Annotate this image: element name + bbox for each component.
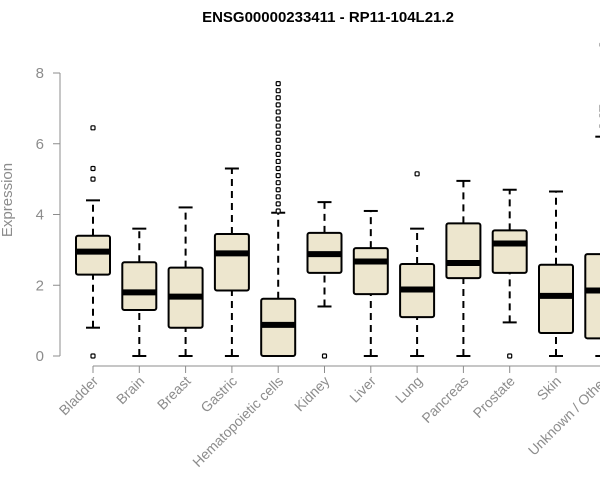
box-hematopoietic-cells [260, 81, 297, 358]
outlier-point [275, 208, 281, 214]
outlier-point [275, 102, 281, 108]
x-tick-label: Prostate [470, 373, 518, 421]
outlier-point [275, 88, 281, 94]
chart-title: ENSG00000233411 - RP11-104L21.2 [202, 9, 454, 26]
x-tick-label: Bladder [56, 373, 102, 419]
outlier-point [275, 194, 281, 200]
plot-area [75, 42, 600, 359]
y-tick-label: 8 [36, 65, 44, 82]
outlier-point [90, 165, 96, 172]
x-tick-label: Liver [346, 373, 379, 406]
y-axis: 0 2 4 6 8 [36, 65, 61, 365]
outlier-point [414, 171, 420, 177]
outlier-point [275, 95, 281, 101]
iqr-box [352, 247, 389, 296]
x-tick-label: Pancreas [418, 373, 471, 426]
y-tick-label: 6 [36, 136, 44, 153]
box-pancreas [445, 179, 482, 357]
box-breast [167, 206, 204, 357]
outlier-point [507, 353, 513, 359]
outlier-point [275, 151, 281, 157]
box-unknown-other [584, 42, 600, 357]
y-axis-label: Expression [0, 163, 16, 237]
box-gastric [213, 167, 250, 357]
iqr-box [584, 253, 600, 340]
outlier-point [275, 123, 281, 129]
box-brain [121, 227, 158, 357]
x-tick-label: Brain [113, 373, 147, 407]
outlier-point [275, 180, 281, 186]
box-bladder [75, 125, 111, 359]
y-tick-label: 0 [36, 348, 44, 365]
outlier-point [321, 353, 328, 359]
x-tick-label: Hematopoietic cells [189, 373, 286, 470]
outlier-point [275, 172, 281, 179]
outlier-point [275, 187, 281, 193]
y-tick-label: 2 [36, 277, 44, 294]
iqr-box [121, 261, 158, 312]
outlier-point [275, 130, 281, 136]
box-liver [352, 209, 389, 357]
outlier-point [275, 109, 281, 115]
outlier-point [90, 353, 96, 359]
box-kidney [306, 201, 343, 359]
outlier-point [275, 201, 281, 207]
iqr-box [213, 232, 250, 292]
x-tick-label: Lung [392, 373, 425, 406]
outlier-point [275, 158, 281, 165]
iqr-box [491, 229, 528, 274]
outlier-point [275, 81, 281, 87]
outlier-point [275, 144, 281, 150]
outlier-point [275, 137, 281, 143]
iqr-box [75, 234, 111, 276]
outlier-point [275, 165, 281, 172]
y-tick-label: 4 [36, 207, 44, 224]
outlier-point [90, 125, 96, 131]
iqr-box [538, 263, 574, 335]
iqr-box [445, 222, 482, 280]
x-tick-label: Breast [154, 373, 194, 413]
box-prostate [491, 188, 528, 359]
x-tick-label: Skin [534, 373, 565, 404]
box-skin [538, 190, 574, 357]
outlier-point [275, 116, 281, 122]
x-tick-label: Kidney [291, 373, 333, 415]
x-tick-label: Gastric [197, 373, 240, 416]
box-lung [399, 171, 436, 357]
outlier-point [90, 176, 96, 182]
